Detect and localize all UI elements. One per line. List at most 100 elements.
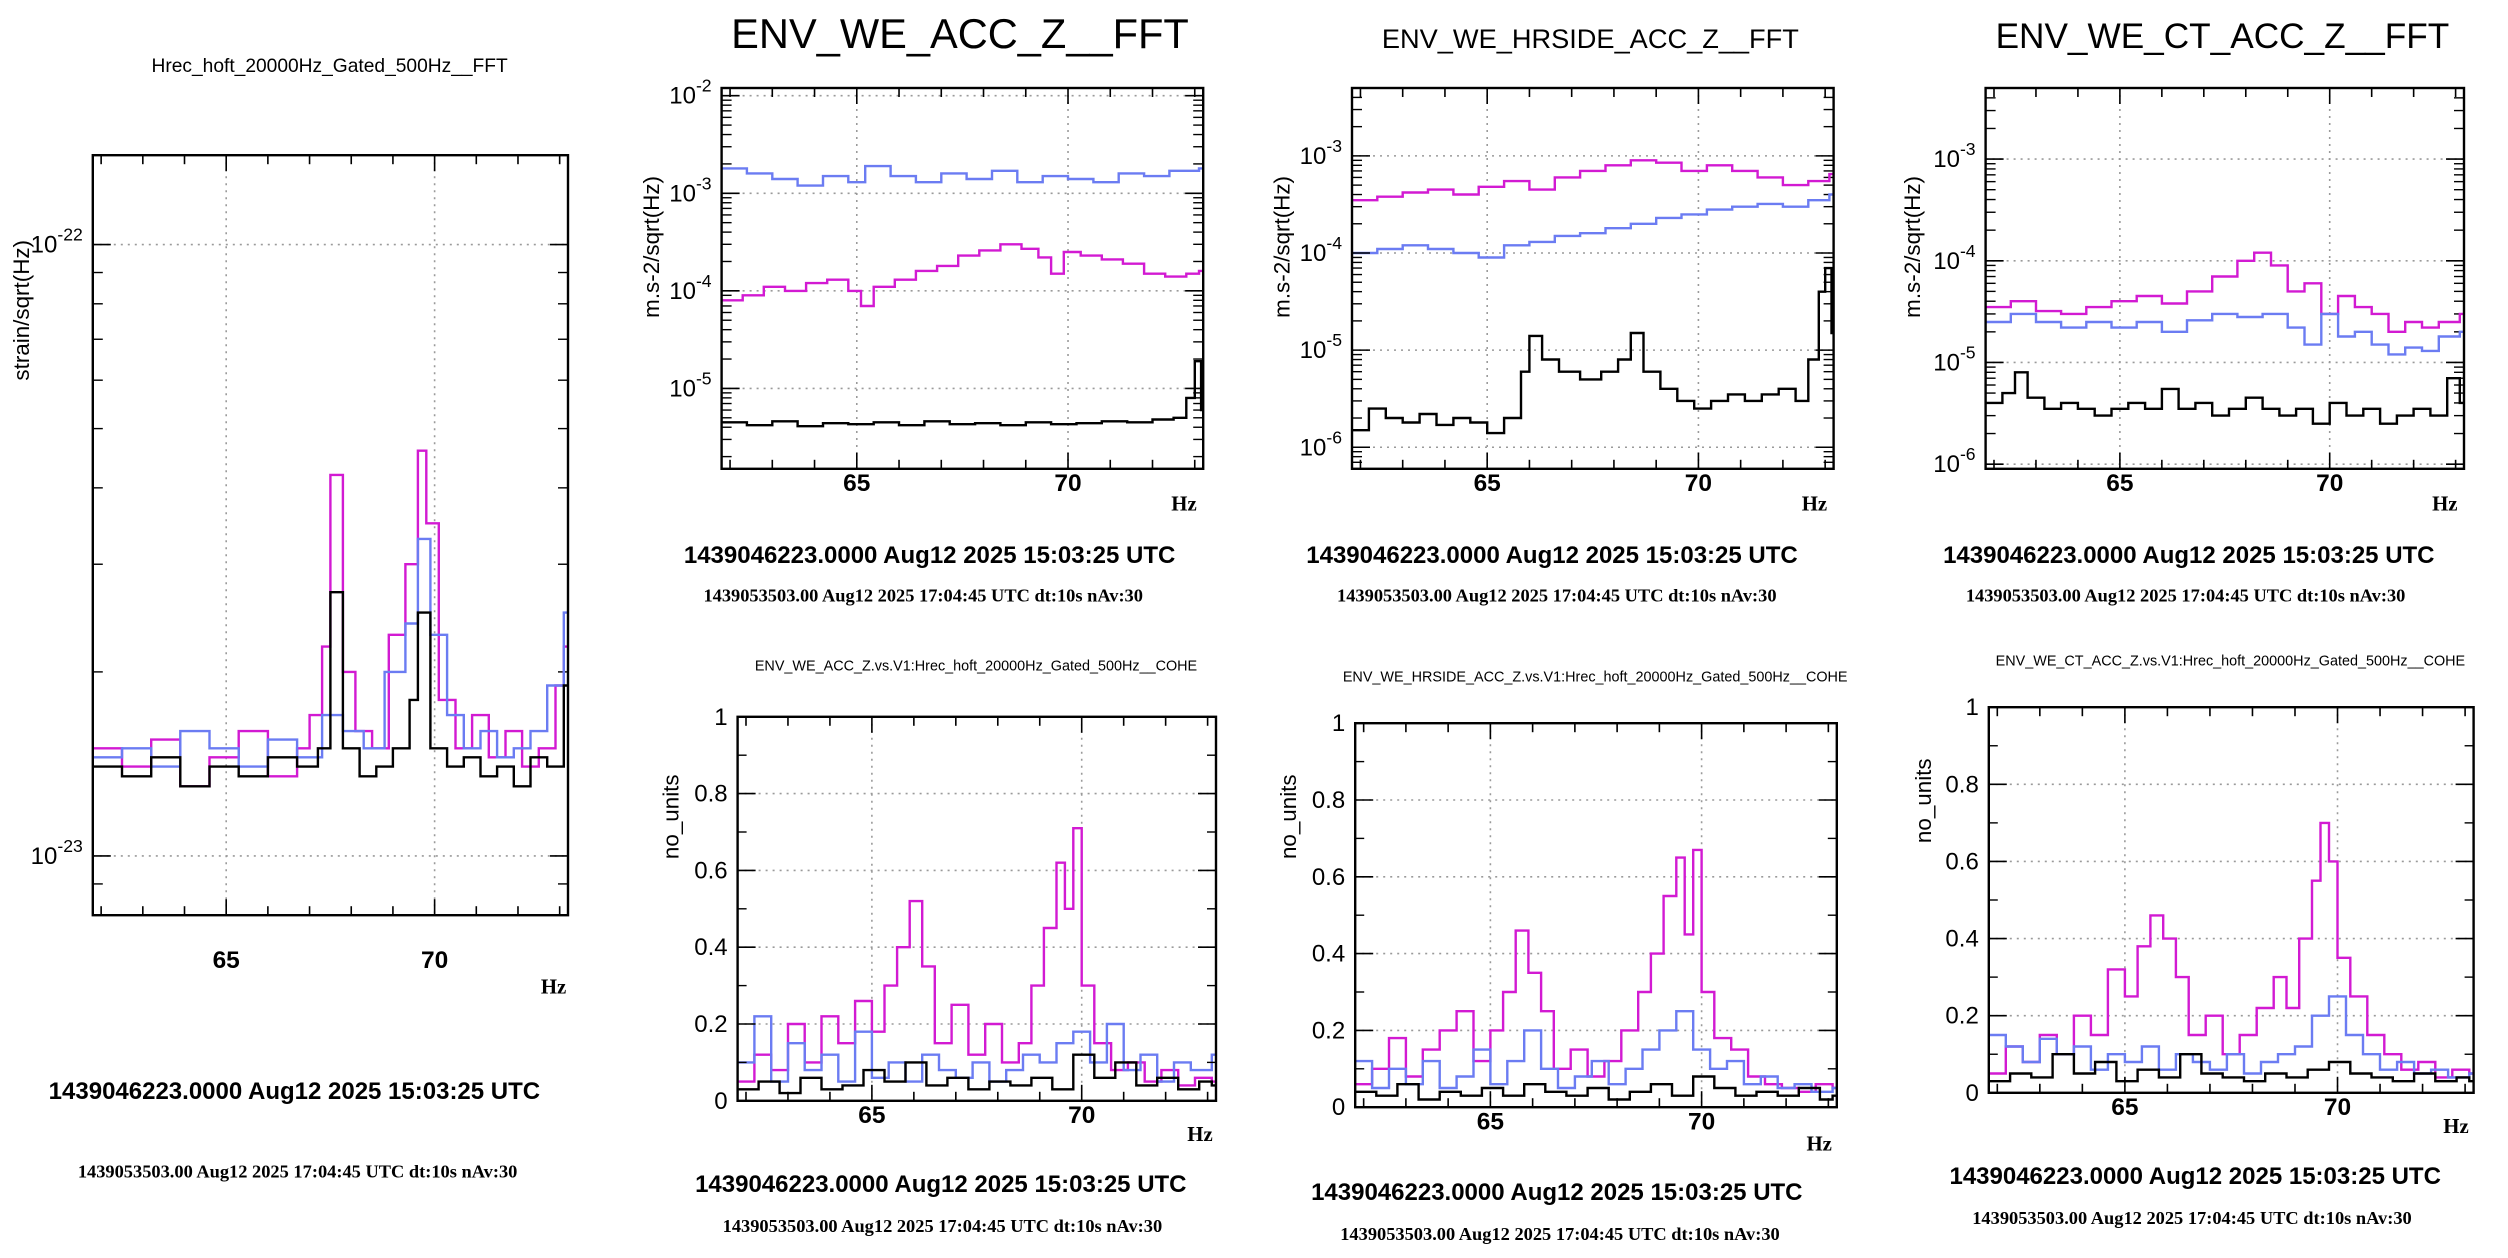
grid	[1985, 88, 2464, 469]
timestamp-label: 1439046223.0000 Aug12 2025 15:03:25 UTC	[684, 542, 1175, 569]
tick-label-y: 0.2	[694, 1011, 727, 1038]
series-blue-line	[737, 1015, 1216, 1083]
grid	[1352, 88, 1834, 469]
tick-label-x: 65	[1477, 1109, 1504, 1136]
tick-label-y: 0	[1965, 1080, 1978, 1107]
series-magenta-line	[1988, 821, 2474, 1079]
tick-label-y: 10-4	[669, 271, 712, 305]
axis-label-y: no_units	[1276, 774, 1301, 859]
axis-label-y: no_units	[1911, 758, 1936, 843]
tick-label-y: 0.8	[694, 781, 727, 808]
series-black-line	[1988, 1053, 2474, 1083]
averaging-info-label: 1439053503.00 Aug12 2025 17:04:45 UTC dt…	[1340, 1224, 1780, 1244]
averaging-info-label: 1439053503.00 Aug12 2025 17:04:45 UTC dt…	[78, 1162, 518, 1182]
tick-label-y: 10-5	[1300, 330, 1343, 364]
plot-frame	[91, 153, 570, 917]
tick-label-y: 1	[1965, 694, 1978, 721]
averaging-info-label: 1439053503.00 Aug12 2025 17:04:45 UTC dt…	[1337, 586, 1777, 606]
series-magenta-line	[1352, 159, 1834, 202]
series-magenta-line	[1355, 848, 1837, 1093]
tick-label-y: 0	[1332, 1094, 1345, 1121]
series-black-line	[92, 591, 568, 788]
tick-label-y: 0.4	[1945, 926, 1978, 953]
series-blue-line	[1985, 312, 2464, 356]
tick-label-y: 10-23	[31, 836, 83, 870]
grid	[737, 715, 1216, 1102]
tick-label-x: 65	[1474, 470, 1501, 497]
tick-label-y: 0.4	[694, 934, 727, 961]
axis-label-x: Hz	[1171, 492, 1196, 515]
axis-label-y: m.s-2/sqrt(Hz)	[1270, 176, 1295, 318]
tick-label-y: 0.4	[1312, 941, 1345, 968]
tick-label-x: 70	[421, 947, 448, 974]
chart-title: ENV_WE_HRSIDE_ACC_Z__FFT	[1382, 23, 1799, 54]
series-black-line	[721, 360, 1204, 428]
axis-label-x: Hz	[2443, 1115, 2468, 1138]
tick-label-y: 10-22	[31, 225, 83, 259]
tick-label-y: 10-3	[669, 173, 712, 207]
grid	[721, 88, 1204, 469]
axis-label-y: m.s-2/sqrt(Hz)	[639, 176, 664, 318]
chart-title: ENV_WE_CT_ACC_Z.vs.V1:Hrec_hoft_20000Hz_…	[1996, 654, 2466, 670]
plot-frame	[736, 715, 1218, 1102]
series-magenta-line	[721, 243, 1204, 308]
tick-label-y: 10-5	[669, 368, 712, 402]
axis-label-x: Hz	[1806, 1132, 1831, 1155]
chart-we-ct-cohe: ENV_WE_CT_ACC_Z.vs.V1:Hrec_hoft_20000Hz_…	[1911, 654, 2475, 1228]
tick-label-y: 10-6	[1300, 427, 1343, 461]
chart-hrec-fft: Hrec_hoft_20000Hz_Gated_500Hz__FFT 65 70 10…	[9, 56, 570, 1182]
tick-label-y: 0.2	[1312, 1017, 1345, 1044]
tick-label-x: 70	[1688, 1109, 1715, 1136]
tick-label-x: 70	[1685, 470, 1712, 497]
tick-label-y: 0.6	[694, 857, 727, 884]
tick-label-y: 10-3	[1300, 136, 1343, 170]
tick-label-y: 0.6	[1312, 864, 1345, 891]
axis-label-x: Hz	[541, 976, 566, 999]
timestamp-label: 1439046223.0000 Aug12 2025 15:03:25 UTC	[1306, 542, 1797, 569]
chart-title: Hrec_hoft_20000Hz_Gated_500Hz__FFT	[151, 56, 508, 77]
chart-title: ENV_WE_HRSIDE_ACC_Z.vs.V1:Hrec_hoft_2000…	[1343, 670, 1848, 686]
tick-label-x: 70	[1068, 1102, 1095, 1129]
averaging-info-label: 1439053503.00 Aug12 2025 17:04:45 UTC dt…	[723, 1216, 1163, 1236]
chart-we-hrside-cohe: ENV_WE_HRSIDE_ACC_Z.vs.V1:Hrec_hoft_2000…	[1276, 670, 1848, 1244]
grid	[1355, 722, 1837, 1108]
axis-label-x: Hz	[2432, 492, 2457, 515]
tick-label-x: 65	[213, 947, 240, 974]
tick-label-y: 10-3	[1933, 139, 1976, 173]
tick-label-x: 65	[2106, 470, 2133, 497]
series-magenta-line	[1985, 251, 2464, 333]
series-blue-line	[1352, 193, 1834, 259]
timestamp-label: 1439046223.0000 Aug12 2025 15:03:25 UTC	[1949, 1163, 2440, 1190]
tick-label-y: 0.8	[1312, 787, 1345, 814]
tick-label-y: 0.6	[1945, 848, 1978, 875]
chart-title: ENV_WE_ACC_Z.vs.V1:Hrec_hoft_20000Hz_Gat…	[755, 658, 1197, 674]
tick-label-y: 0	[714, 1088, 727, 1115]
series-magenta-line	[737, 827, 1216, 1087]
axis-label-y: m.s-2/sqrt(Hz)	[1900, 176, 1925, 318]
chart-title: ENV_WE_CT_ACC_Z__FFT	[1996, 17, 2450, 56]
timestamp-label: 1439046223.0000 Aug12 2025 15:03:25 UTC	[695, 1171, 1186, 1198]
tick-label-y: 10-6	[1933, 444, 1976, 478]
chart-title: ENV_WE_ACC_Z__FFT	[731, 10, 1189, 57]
series-blue-line	[92, 537, 568, 768]
tick-label-y: 10-4	[1300, 233, 1343, 267]
series-blue-line	[1988, 995, 2474, 1079]
chart-we-hrside-fft: ENV_WE_HRSIDE_ACC_Z__FFT 65 70 10-6 10-5 10-4…	[1270, 23, 1835, 606]
plot-frame	[1987, 706, 2475, 1095]
tick-label-x: 65	[858, 1102, 885, 1129]
axis-label-x: Hz	[1187, 1123, 1212, 1146]
chart-we-ct-fft: ENV_WE_CT_ACC_Z__FFT 65 70 10-6 10-5 10-4 10-3…	[1900, 17, 2466, 606]
grid	[92, 155, 568, 916]
plot-frame	[720, 86, 1205, 470]
chart-we-acc-fft: ENV_WE_ACC_Z__FFT 65 70 10-5 10-4 10-3 10-2 m.s…	[639, 10, 1205, 606]
tick-label-x: 70	[2316, 470, 2343, 497]
tick-label-x: 65	[2111, 1094, 2138, 1121]
series-black-line	[1985, 371, 2464, 425]
averaging-info-label: 1439053503.00 Aug12 2025 17:04:45 UTC dt…	[1972, 1208, 2412, 1228]
series-black-line	[1352, 266, 1834, 435]
tick-label-y: 10-5	[1933, 342, 1976, 376]
axis-label-y: no_units	[658, 774, 683, 859]
tick-label-x: 70	[2324, 1094, 2351, 1121]
timestamp-label: 1439046223.0000 Aug12 2025 15:03:25 UTC	[49, 1078, 540, 1105]
series-black-line	[1355, 1075, 1837, 1101]
